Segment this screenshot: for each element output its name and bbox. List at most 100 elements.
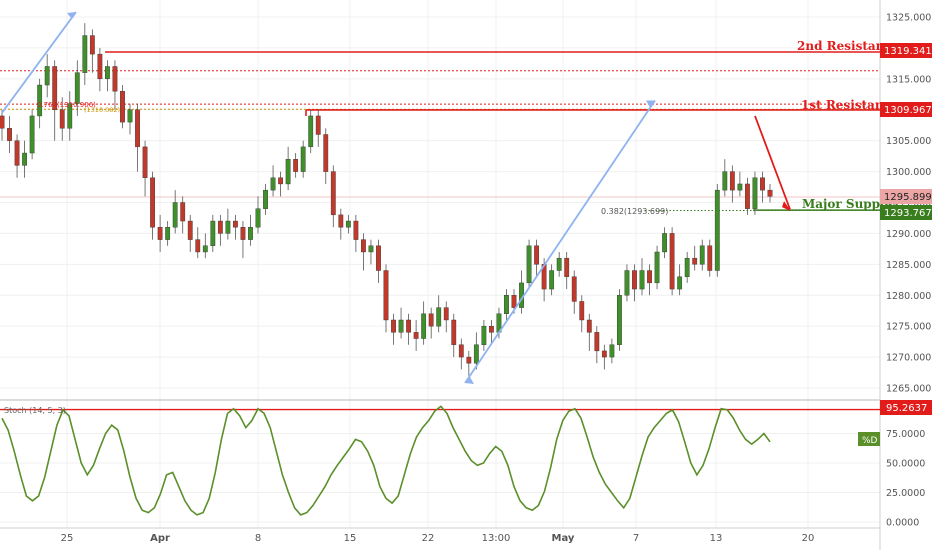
- bearish-candle: [760, 177, 765, 191]
- blue-arrowhead-1: [67, 12, 76, 20]
- bearish-candle: [59, 109, 65, 129]
- first-resistance-tag-bg: [880, 102, 932, 117]
- time-tick-label: Apr: [150, 533, 170, 544]
- bearish-candle: [14, 140, 20, 166]
- bearish-candle: [293, 159, 299, 172]
- bullish-candle: [225, 220, 231, 234]
- bearish-candle: [195, 239, 201, 253]
- bearish-candle: [594, 332, 600, 352]
- time-axis: 25 Apr 8 15 22 13:00 May 7 13 20: [61, 533, 815, 544]
- bearish-candle: [120, 90, 125, 123]
- bearish-candle: [0, 115, 5, 129]
- second-resistance-label: 2nd Resistance: [797, 39, 900, 53]
- bearish-candle: [180, 202, 186, 222]
- bearish-candle: [330, 171, 336, 216]
- time-tick-label: 22: [422, 533, 435, 544]
- time-tick-label: 25: [61, 533, 74, 544]
- bearish-candle: [353, 220, 359, 240]
- stoch-level-tag: 95.2637: [886, 403, 927, 414]
- bearish-candle: [632, 270, 637, 290]
- fib-resistance-label-b: (1310.082): [84, 106, 120, 114]
- bullish-candle: [617, 295, 622, 345]
- bearish-candle: [767, 189, 773, 197]
- bullish-candle: [398, 319, 404, 333]
- bullish-candle: [345, 220, 351, 228]
- price-tick-label: 1285.000: [886, 260, 931, 271]
- bearish-candle: [707, 245, 713, 271]
- bullish-candle: [67, 103, 73, 129]
- bullish-candle: [473, 344, 479, 364]
- bullish-candle: [74, 72, 80, 104]
- stoch-tick-label: 25.0000: [886, 488, 925, 499]
- bearish-candle: [157, 227, 163, 240]
- bullish-candle: [549, 270, 555, 290]
- bearish-candle: [150, 177, 155, 228]
- price-tick-label: 1315.000: [886, 74, 931, 85]
- bearish-candle: [7, 128, 12, 141]
- time-tick-label: 13: [710, 533, 723, 544]
- bullish-candle: [624, 270, 630, 296]
- time-tick-label: May: [552, 533, 575, 544]
- stochastic-pane: [1, 405, 771, 516]
- stoch-tick-label: 0.0000: [886, 518, 919, 529]
- bullish-candle: [105, 66, 110, 80]
- stoch-level-tag-bg: [880, 400, 932, 415]
- bearish-candle: [745, 183, 750, 209]
- price-tick-label: 1305.000: [886, 136, 931, 147]
- bullish-candle: [210, 220, 216, 246]
- time-tick-label: 7: [633, 533, 639, 544]
- last-price-tag-bg: [880, 189, 932, 204]
- bullish-candle: [270, 177, 276, 191]
- time-tick-label: 20: [802, 533, 815, 544]
- bearish-candle: [112, 66, 118, 92]
- bullish-candle: [22, 152, 27, 166]
- blue-trend-arrow-2: [464, 99, 656, 384]
- bearish-candle: [97, 53, 103, 80]
- second-resistance-tag: 1319.341: [884, 46, 932, 57]
- major-support-label: Major Support: [802, 197, 900, 211]
- bearish-candle: [428, 313, 434, 327]
- bullish-candle: [662, 233, 667, 253]
- red-arrowhead: [782, 201, 791, 212]
- bearish-candle: [466, 356, 472, 364]
- price-tick-label: 1300.000: [886, 167, 931, 178]
- annotations: [1, 11, 791, 385]
- bullish-candle: [82, 35, 88, 73]
- bearish-candle: [89, 35, 95, 55]
- major-support-tag: 1293.767: [884, 208, 932, 219]
- bullish-candle: [752, 177, 758, 209]
- bullish-candle: [44, 66, 50, 86]
- bullish-candle: [654, 251, 660, 284]
- blue-arrowhead-2-start: [465, 377, 474, 385]
- bullish-candle: [609, 344, 615, 358]
- bullish-candle: [677, 276, 683, 290]
- bullish-candle: [127, 109, 133, 123]
- bearish-candle: [511, 295, 517, 308]
- fib-support-label: 0.382(1293.699): [601, 207, 668, 216]
- bullish-candle: [639, 270, 645, 290]
- bullish-candle: [368, 245, 374, 253]
- bullish-candle: [165, 227, 171, 240]
- bullish-candle: [300, 146, 306, 172]
- bearish-candle: [729, 171, 735, 191]
- bearish-candle: [586, 319, 592, 333]
- bearish-candle: [458, 344, 464, 358]
- first-resistance-label: 1st Resistance: [801, 98, 899, 112]
- bullish-candle: [481, 325, 487, 345]
- bearish-candle: [142, 146, 148, 178]
- stoch-indicator-label: Stoch (14, 5, 3): [4, 406, 66, 415]
- bearish-candle: [692, 257, 698, 265]
- bearish-candle: [315, 115, 321, 135]
- bullish-candle: [737, 183, 743, 191]
- last-price-tag: 1295.899: [884, 192, 932, 203]
- bearish-candle: [391, 319, 396, 333]
- bearish-candle: [135, 109, 140, 148]
- bullish-candle: [255, 208, 261, 228]
- blue-trend-arrow-1: [1, 11, 77, 114]
- bullish-candle: [172, 202, 178, 228]
- bullish-candle: [29, 115, 35, 154]
- candles: [0, 23, 773, 376]
- bearish-candle: [338, 214, 344, 228]
- bullish-candle: [202, 245, 208, 253]
- price-tick-label: 1325.000: [886, 13, 931, 24]
